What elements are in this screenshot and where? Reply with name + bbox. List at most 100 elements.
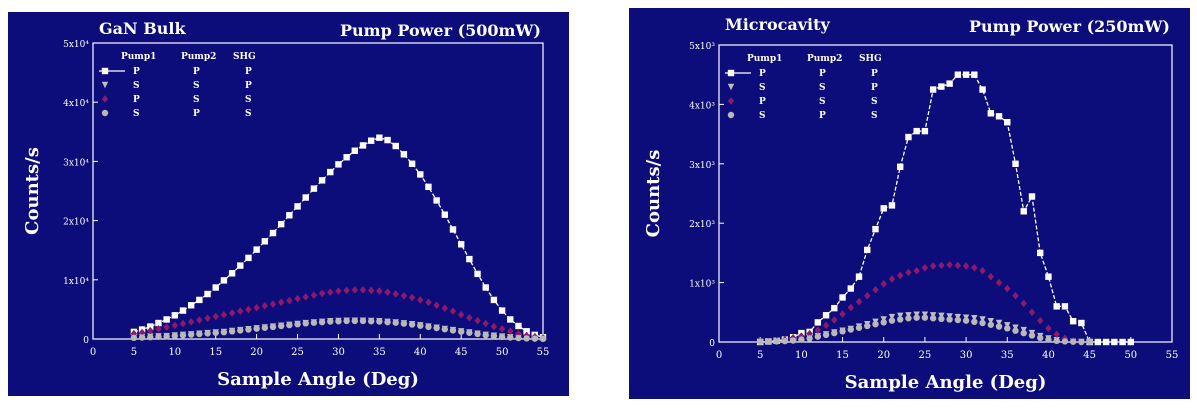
data-point [351,317,359,325]
y-tick-label: 2x10³ [689,220,715,230]
data-point [1061,338,1069,345]
data-point [449,307,457,315]
plot-frame [92,42,544,340]
plot-frame [718,44,1173,343]
data-point [294,321,301,328]
legend-cell: P [871,83,878,93]
data-point [269,300,277,308]
y-axis-label: Counts/s [22,147,43,235]
data-point [343,317,350,325]
data-point [756,338,764,346]
data-point [789,337,797,344]
data-point [979,86,986,93]
data-point [962,317,970,324]
data-point [457,241,465,248]
x-tick-label: 10 [168,347,181,358]
data-point [376,134,383,141]
data-point [245,326,252,333]
data-point [425,298,432,307]
x-tick-label: 55 [1166,350,1179,361]
data-point [1004,284,1011,293]
data-point [971,71,978,78]
data-point [1102,338,1110,346]
data-point [310,185,318,192]
x-tick-label: 30 [332,347,345,358]
data-point [979,316,986,323]
legend-cell: S [871,97,878,107]
data-point [888,313,896,321]
y-tick-label: 4x10⁴ [63,99,89,109]
chart-background [629,8,1190,399]
data-point [1078,338,1085,346]
x-tick-label: 35 [1001,350,1014,361]
data-point [384,288,391,297]
data-point [441,211,449,218]
data-point [913,266,920,275]
data-point [929,86,937,93]
data-point [441,326,449,333]
data-point [433,301,440,310]
data-point [343,286,350,295]
data-point [187,331,195,338]
data-point [147,326,154,335]
data-point [138,328,146,337]
data-point [482,284,489,291]
legend-cell: S [193,81,200,91]
legend-cell: S [819,97,826,107]
data-point [773,338,780,345]
data-point [359,317,367,325]
data-point [507,327,514,336]
data-point [408,293,416,302]
data-point [130,329,138,338]
data-point [905,315,912,322]
data-point [880,279,887,288]
data-point [253,246,260,253]
y-tick-label: 3x10⁴ [63,158,89,168]
data-point [971,318,978,326]
data-point [187,302,195,309]
data-point [1028,308,1036,317]
legend-header: Pump2 [181,52,216,62]
data-point [351,147,359,154]
data-point [987,110,994,117]
data-point [212,329,219,336]
data-point [1053,330,1060,339]
data-point [781,337,789,345]
data-point [179,331,187,339]
data-point [335,318,342,325]
data-point [245,305,252,314]
data-point [888,317,896,324]
data-point [897,316,904,323]
data-point [376,318,383,325]
data-point [310,291,318,299]
data-point [196,330,203,338]
data-point [507,316,514,323]
data-point [466,255,473,263]
data-point [335,287,342,295]
series-1 [130,134,547,341]
data-point [237,327,244,334]
data-point [995,278,1003,287]
data-point [196,316,203,324]
data-point [905,133,912,141]
series-4 [130,317,547,343]
data-point [433,197,440,204]
data-point [147,334,154,341]
data-point [171,332,179,339]
data-point [269,229,277,237]
x-tick-label: 40 [414,347,427,358]
data-point [1078,319,1085,327]
data-point [449,327,457,334]
data-point [302,194,309,201]
data-point [302,293,309,301]
data-point [441,304,449,313]
data-point [155,325,162,333]
data-point [515,322,522,330]
data-point [814,326,822,334]
data-point [294,294,301,303]
data-point [187,318,195,326]
data-point [204,290,211,298]
data-point [847,326,854,333]
data-point [327,318,334,325]
data-point [277,298,285,307]
